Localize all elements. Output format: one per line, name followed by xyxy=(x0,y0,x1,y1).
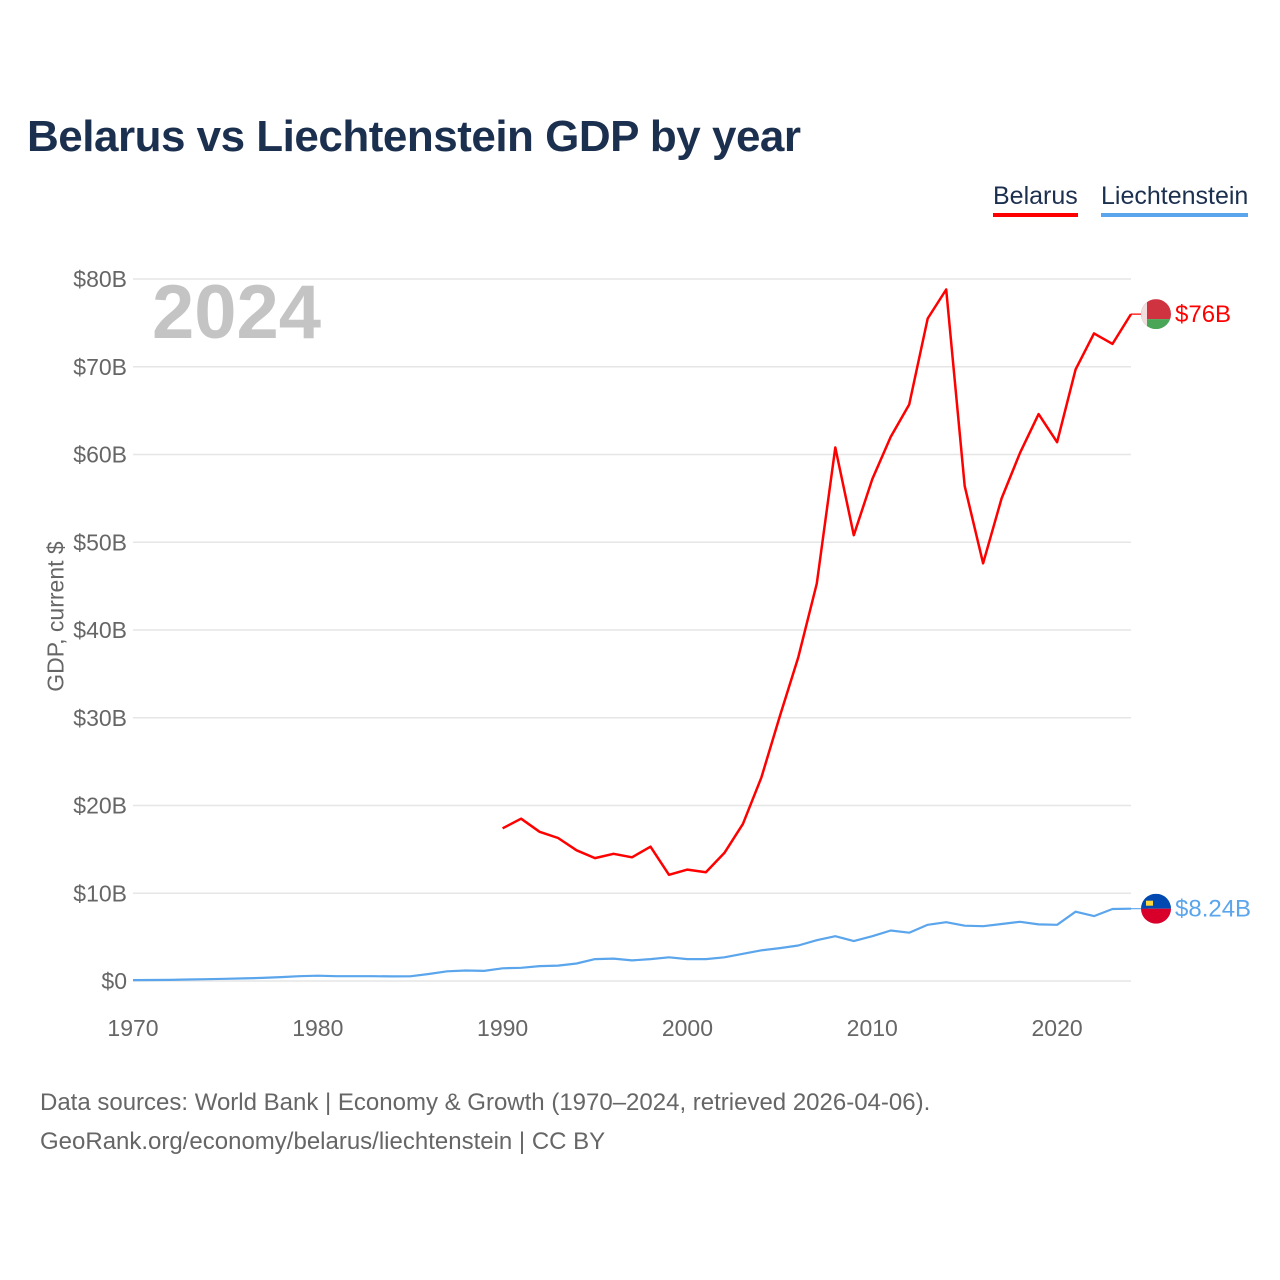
data-sources: Data sources: World Bank | Economy & Gro… xyxy=(40,1089,931,1116)
x-tick-label: 1980 xyxy=(292,1015,343,1041)
y-tick-label: $20B xyxy=(73,793,127,819)
flag-body xyxy=(1141,893,1171,924)
y-tick-label: $70B xyxy=(73,354,127,380)
flag-crown xyxy=(1146,900,1153,906)
flag-ornament xyxy=(1141,299,1147,330)
y-tick-label: $80B xyxy=(73,266,127,292)
source-link[interactable]: GeoRank.org/economy/belarus/liechtenstei… xyxy=(40,1128,606,1155)
x-tick-label: 2010 xyxy=(847,1015,898,1041)
series-line-belarus xyxy=(502,288,1133,877)
y-tick-label: $40B xyxy=(73,617,127,643)
flag-green-band xyxy=(1141,319,1171,330)
x-tick-label: 1990 xyxy=(477,1015,528,1041)
x-tick-label: 2020 xyxy=(1031,1015,1082,1041)
legend-liechtenstein[interactable]: Liechtenstein xyxy=(1101,182,1249,217)
series-line-liechtenstein xyxy=(132,907,1132,982)
y-tick-label: $10B xyxy=(73,880,127,906)
y-tick-label: $50B xyxy=(73,529,127,555)
flag-body xyxy=(1141,299,1171,330)
flag-red-band xyxy=(1141,908,1171,924)
year-watermark: 2024 xyxy=(152,270,321,355)
flag-blue-band xyxy=(1141,893,1171,909)
x-tick-label: 1970 xyxy=(107,1015,158,1041)
belarus-flag-icon xyxy=(1141,299,1171,330)
y-tick-label: $0 xyxy=(101,968,127,994)
y-tick-label: $30B xyxy=(73,705,127,731)
legend-belarus[interactable]: Belarus xyxy=(993,182,1078,217)
x-tick-label: 2000 xyxy=(662,1015,713,1041)
end-value-label: $8.24B xyxy=(1175,896,1251,923)
y-tick-label: $60B xyxy=(73,442,127,468)
flag-red-band xyxy=(1141,299,1171,320)
liechtenstein-flag-icon xyxy=(1141,893,1171,924)
end-value-label: $76B xyxy=(1175,301,1231,328)
footer: Data sources: World Bank | Economy & Gro… xyxy=(40,1083,930,1161)
chart-title: Belarus vs Liechtenstein GDP by year xyxy=(27,112,801,161)
